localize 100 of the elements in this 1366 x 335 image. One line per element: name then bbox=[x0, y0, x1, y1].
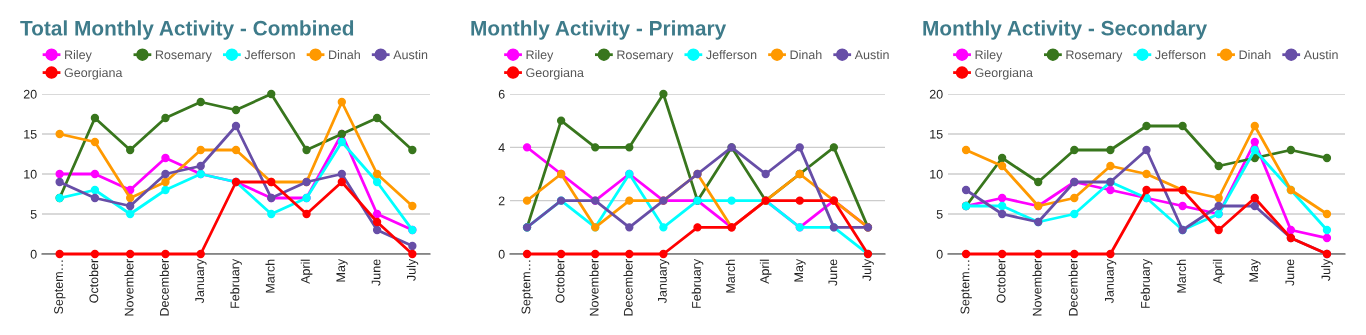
point bbox=[693, 223, 702, 232]
point bbox=[522, 249, 532, 259]
point bbox=[591, 143, 600, 152]
point bbox=[1250, 145, 1259, 155]
point bbox=[90, 169, 100, 179]
point bbox=[267, 209, 276, 219]
point bbox=[659, 89, 668, 99]
point bbox=[1142, 185, 1151, 195]
point bbox=[1070, 209, 1079, 219]
point bbox=[1250, 201, 1259, 211]
legend-label: Jefferson bbox=[706, 50, 757, 60]
point bbox=[591, 249, 600, 259]
point bbox=[408, 249, 417, 259]
point bbox=[1214, 225, 1223, 235]
point bbox=[126, 145, 135, 155]
legend-label: Dinah bbox=[329, 50, 360, 60]
legend-label: Riley bbox=[526, 50, 554, 62]
point bbox=[1322, 225, 1332, 235]
x-tick-label: November bbox=[589, 259, 599, 316]
point bbox=[161, 177, 170, 187]
legend-label: Jefferson bbox=[1155, 50, 1206, 60]
point bbox=[961, 145, 971, 155]
x-tick-label: March bbox=[265, 259, 275, 293]
point bbox=[231, 105, 241, 115]
point bbox=[961, 185, 971, 195]
y-tick-label: 4 bbox=[498, 143, 505, 152]
point bbox=[372, 113, 382, 123]
point bbox=[408, 145, 417, 155]
point bbox=[1286, 145, 1296, 155]
y-tick-label: 15 bbox=[930, 129, 943, 139]
legend-label: Rosemary bbox=[1066, 50, 1123, 62]
point bbox=[727, 196, 736, 205]
point bbox=[1286, 225, 1296, 235]
chart-title: Monthly Activity - Secondary bbox=[923, 20, 1208, 40]
point bbox=[1106, 249, 1115, 259]
legend-label: Jefferson bbox=[244, 50, 295, 60]
point bbox=[1034, 249, 1043, 259]
x-tick-label: October bbox=[89, 259, 99, 303]
point bbox=[1250, 121, 1259, 131]
y-tick-label: 20 bbox=[929, 89, 943, 99]
point bbox=[997, 193, 1007, 203]
point bbox=[659, 249, 668, 259]
point bbox=[161, 185, 170, 195]
y-tick-label: 0 bbox=[498, 249, 505, 259]
x-tick-label: June bbox=[828, 259, 838, 286]
legend-label: Georgiana bbox=[975, 67, 1033, 80]
point bbox=[1106, 161, 1115, 171]
point bbox=[1142, 121, 1151, 131]
point bbox=[161, 113, 170, 123]
legend-label: Riley bbox=[65, 50, 92, 62]
point bbox=[337, 97, 346, 107]
y-tick-label: 2 bbox=[498, 196, 505, 206]
point bbox=[55, 249, 64, 259]
point bbox=[625, 196, 634, 205]
x-tick-label: July bbox=[862, 258, 874, 281]
legend-label: Austin bbox=[854, 50, 889, 60]
point bbox=[1214, 201, 1223, 211]
x-tick-label: June bbox=[1285, 259, 1295, 286]
legend-label: Dinah bbox=[790, 50, 822, 60]
x-tick-label: January bbox=[1105, 258, 1117, 304]
point bbox=[997, 153, 1007, 163]
point bbox=[90, 113, 100, 123]
point bbox=[90, 249, 100, 259]
point bbox=[408, 201, 417, 211]
chart-title: Monthly Activity - Primary bbox=[471, 20, 727, 40]
point bbox=[196, 161, 205, 171]
point bbox=[1250, 137, 1259, 147]
point bbox=[1070, 145, 1079, 155]
point bbox=[1214, 193, 1223, 203]
legend-label: Dinah bbox=[1239, 50, 1271, 60]
point bbox=[267, 89, 276, 99]
x-tick-label: October bbox=[996, 259, 1006, 303]
x-tick-label: January bbox=[658, 258, 670, 304]
x-tick-label: January bbox=[195, 258, 207, 304]
x-tick-label: April bbox=[759, 259, 772, 284]
x-tick-label: June bbox=[371, 259, 381, 286]
point bbox=[961, 249, 971, 259]
point bbox=[161, 249, 170, 259]
legend-label: Riley bbox=[975, 50, 1003, 62]
x-tick-label: February bbox=[230, 258, 242, 308]
point bbox=[372, 225, 382, 235]
x-tick-label: December bbox=[623, 259, 633, 316]
point bbox=[997, 209, 1007, 219]
point bbox=[372, 177, 382, 187]
y-tick-label: 5 bbox=[936, 209, 943, 219]
point bbox=[126, 201, 135, 211]
point bbox=[1142, 145, 1151, 155]
point bbox=[1322, 209, 1332, 219]
point bbox=[625, 249, 634, 259]
point bbox=[90, 193, 100, 203]
point bbox=[372, 169, 382, 179]
point bbox=[55, 129, 64, 139]
legend-label: Rosemary bbox=[617, 50, 674, 62]
point bbox=[659, 223, 668, 232]
point bbox=[1322, 153, 1332, 163]
x-tick-label: December bbox=[1068, 259, 1078, 316]
point bbox=[372, 217, 382, 227]
x-tick-label: March bbox=[725, 259, 735, 293]
x-tick-label: October bbox=[555, 259, 565, 303]
y-tick-label: 15 bbox=[24, 129, 37, 139]
